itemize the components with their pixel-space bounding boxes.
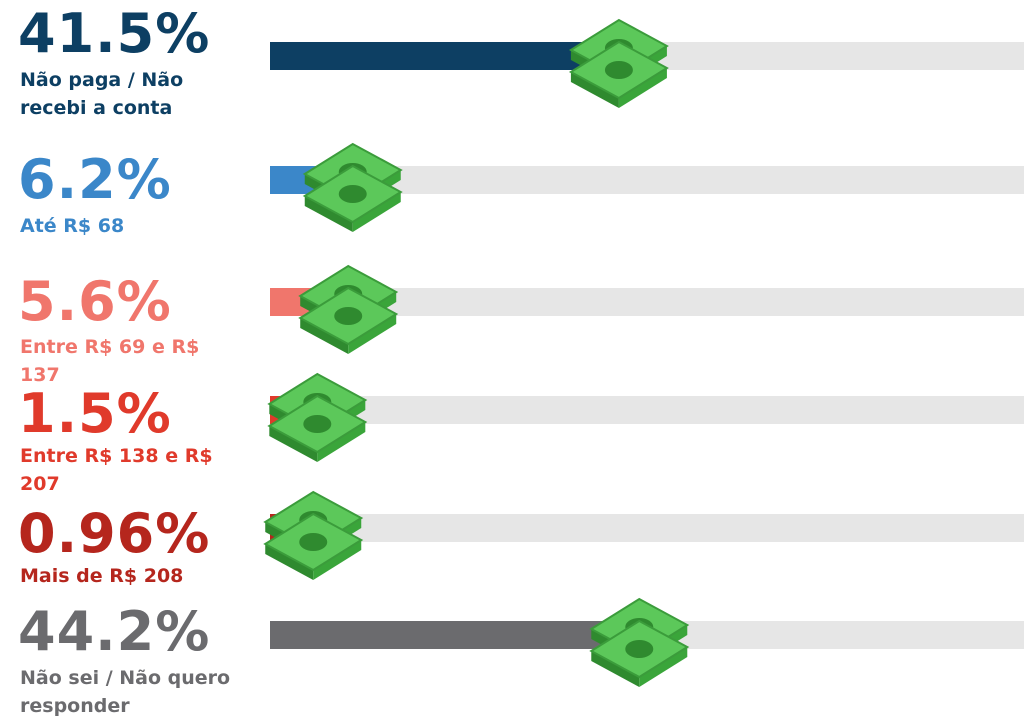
value-label: 0.96% bbox=[18, 502, 211, 565]
bill-side bbox=[352, 192, 401, 232]
bill-side bbox=[269, 426, 318, 462]
money-icon bbox=[267, 372, 368, 462]
money-icon bbox=[568, 18, 669, 108]
bill-seal bbox=[299, 533, 328, 551]
bill-side bbox=[639, 647, 688, 687]
category-label: Mais de R$ 208 bbox=[20, 565, 184, 587]
money-icon bbox=[298, 264, 399, 354]
bill-seal bbox=[604, 61, 633, 79]
bill-seal bbox=[334, 307, 363, 325]
bill-side bbox=[317, 422, 366, 462]
bar bbox=[270, 621, 604, 649]
category-label: Não sei / Não quero responder bbox=[20, 667, 231, 717]
money-icon bbox=[263, 490, 364, 580]
bill-side bbox=[348, 314, 397, 354]
value-label: 1.5% bbox=[18, 382, 172, 445]
category-label: Entre R$ 69 e R$ 137 bbox=[20, 336, 200, 386]
value-label: 6.2% bbox=[18, 148, 172, 211]
bill-side bbox=[304, 196, 353, 232]
value-label: 44.2% bbox=[18, 600, 211, 663]
bar-track bbox=[270, 288, 1024, 316]
category-label: Até R$ 68 bbox=[20, 215, 125, 237]
bar-track bbox=[270, 166, 1024, 194]
value-label: 5.6% bbox=[18, 270, 172, 333]
bill-seal bbox=[625, 640, 654, 658]
bar-track bbox=[270, 396, 1024, 424]
bar bbox=[270, 42, 583, 70]
bill-side bbox=[591, 651, 640, 687]
bill-side bbox=[618, 68, 667, 108]
bar-track bbox=[270, 514, 1024, 542]
money-icon bbox=[589, 597, 690, 687]
value-label: 41.5% bbox=[18, 2, 211, 65]
category-label: Entre R$ 138 e R$ 207 bbox=[20, 445, 213, 495]
bill-seal bbox=[338, 185, 367, 203]
money-icon bbox=[302, 142, 403, 232]
bill-seal bbox=[303, 415, 332, 433]
category-label: Não paga / Não recebi a conta bbox=[20, 69, 184, 119]
bill-side bbox=[300, 318, 349, 354]
bill-side bbox=[265, 544, 314, 580]
bill-side bbox=[313, 540, 362, 580]
bill-side bbox=[570, 72, 619, 108]
